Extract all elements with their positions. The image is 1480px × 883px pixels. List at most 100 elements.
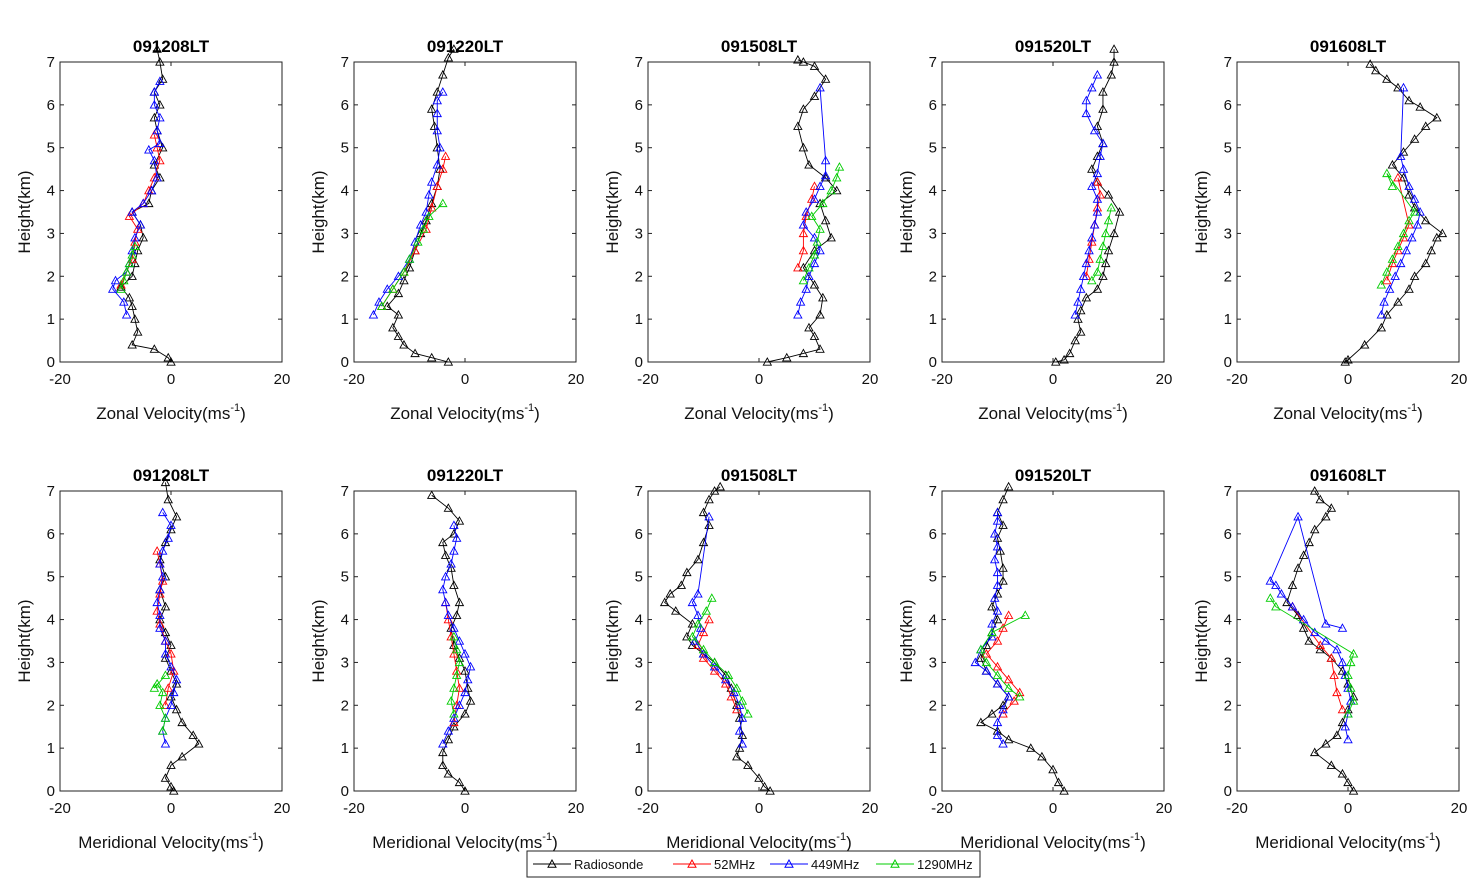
legend: Radiosonde 52MHz 449MHz 1290MHz <box>526 850 981 878</box>
data-point <box>693 610 703 619</box>
data-point <box>426 177 437 186</box>
data-point <box>130 241 140 250</box>
data-point <box>809 91 820 100</box>
data-point <box>399 339 409 349</box>
x-axis-label: Meridional Velocity(ms-1) <box>960 831 1146 852</box>
y-axis-label: Height(km) <box>1192 599 1211 682</box>
data-point <box>404 254 415 263</box>
data-point <box>798 228 809 238</box>
data-point <box>818 198 828 208</box>
y-tick-label: 3 <box>1224 225 1232 242</box>
data-point <box>801 284 811 293</box>
data-point <box>144 198 154 208</box>
y-tick-label: 7 <box>341 54 349 71</box>
data-point <box>1326 503 1337 512</box>
legend-label: 449MHz <box>811 857 859 872</box>
data-point <box>432 125 443 135</box>
data-point <box>144 144 154 154</box>
data-point <box>116 282 126 291</box>
data-point <box>1382 74 1392 83</box>
y-tick-label: 6 <box>1224 526 1232 543</box>
data-point <box>149 159 160 169</box>
data-point <box>393 271 404 280</box>
y-tick-label: 7 <box>47 483 55 500</box>
data-point <box>704 520 714 529</box>
series-line <box>431 494 472 792</box>
data-point <box>443 610 454 619</box>
axes-box <box>941 490 1165 792</box>
data-point <box>1048 764 1058 774</box>
data-point <box>812 237 823 246</box>
data-point <box>1092 207 1103 216</box>
data-point <box>1095 151 1105 160</box>
data-point <box>171 678 182 688</box>
data-point <box>989 528 1000 538</box>
data-point <box>737 696 748 705</box>
data-point <box>1321 738 1331 748</box>
data-point <box>127 207 137 216</box>
data-point <box>163 683 173 692</box>
data-point <box>1337 657 1348 667</box>
y-tick-label: 5 <box>929 140 937 157</box>
data-point <box>1340 721 1350 731</box>
data-point <box>704 614 714 624</box>
data-point <box>1343 777 1353 787</box>
y-tick-label: 5 <box>341 140 349 157</box>
data-point <box>1376 279 1387 289</box>
data-point <box>1003 691 1014 701</box>
x-tick-label: -20 <box>931 371 953 388</box>
data-point <box>701 606 712 615</box>
data-point <box>1346 657 1356 667</box>
data-point <box>1379 297 1389 306</box>
data-point <box>429 121 440 130</box>
y-tick-label: 7 <box>929 54 937 71</box>
data-point <box>998 563 1008 572</box>
series-line <box>664 486 771 792</box>
data-point <box>798 104 809 113</box>
data-point <box>1321 511 1331 521</box>
x-tick-label: -20 <box>931 800 953 817</box>
data-point <box>1020 610 1031 619</box>
data-point <box>124 258 135 268</box>
data-point <box>169 786 179 795</box>
data-point <box>992 516 1003 525</box>
y-tick-label: 2 <box>47 268 55 285</box>
data-point <box>992 678 1003 688</box>
data-point <box>793 309 803 319</box>
panel-title: 091508LT <box>721 37 798 56</box>
data-point <box>155 76 165 85</box>
y-tick-label: 3 <box>635 225 643 242</box>
y-tick-label: 2 <box>47 697 55 714</box>
x-tick-label: 20 <box>1156 800 1173 817</box>
series-52mhz <box>1382 172 1414 285</box>
data-point <box>765 786 775 795</box>
axes-box <box>647 61 871 363</box>
y-tick-label: 3 <box>1224 654 1232 671</box>
data-point <box>1304 537 1314 547</box>
data-point <box>149 87 160 96</box>
data-point <box>734 743 745 752</box>
data-point <box>171 704 182 714</box>
y-tick-label: 6 <box>47 97 55 114</box>
data-point <box>160 713 171 722</box>
data-point <box>670 606 681 615</box>
data-point <box>1382 275 1392 285</box>
legend-marker <box>784 858 794 868</box>
series-449mhz <box>1070 69 1108 319</box>
data-point <box>443 726 454 735</box>
data-point <box>732 683 742 692</box>
series-radiosonde <box>1282 486 1359 795</box>
y-tick-label: 2 <box>341 268 349 285</box>
y-tick-label: 2 <box>635 268 643 285</box>
y-axis-label: Height(km) <box>897 599 916 682</box>
data-point <box>410 348 420 358</box>
data-point <box>989 593 1000 602</box>
y-tick-label: 4 <box>47 183 55 200</box>
data-point <box>1098 87 1108 96</box>
data-point <box>709 657 720 667</box>
data-point <box>460 687 470 697</box>
y-tick-label: 2 <box>1224 697 1232 714</box>
data-point <box>1095 254 1105 263</box>
data-point <box>152 44 162 53</box>
data-point <box>992 606 1003 615</box>
